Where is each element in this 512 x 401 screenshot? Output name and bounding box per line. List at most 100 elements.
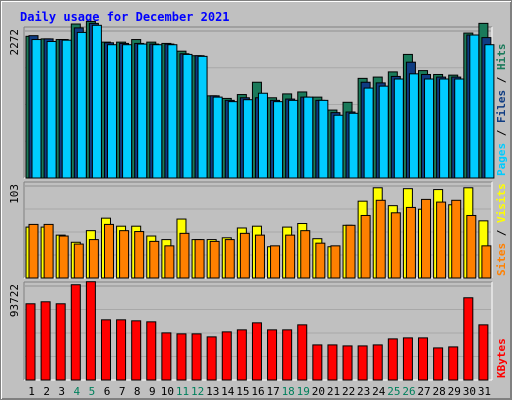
top-bar-pages-17 [273, 101, 284, 179]
middle-bar-sites-20 [315, 242, 326, 279]
bottom-bar-kbytes-12 [191, 333, 202, 381]
middle-bar-sites-10 [164, 245, 175, 279]
x-tick-label-16: 16 [251, 385, 264, 398]
top-bar-pages-22 [348, 112, 359, 179]
top-bar-pages-26 [408, 73, 419, 179]
bottom-bar-kbytes-7 [116, 319, 127, 381]
middle-legend: Sites / Visits [495, 183, 508, 276]
top-bar-pages-24 [378, 85, 389, 179]
bottom-legend: KBytes [495, 338, 508, 378]
bottom-bar-kbytes-9 [146, 321, 157, 381]
middle-bar-sites-31 [481, 245, 492, 279]
middle-bar-sites-28 [436, 201, 447, 279]
bottom-bar-kbytes-14 [221, 331, 232, 381]
top-bar-pages-11 [182, 53, 193, 179]
x-tick-label-18: 18 [282, 385, 295, 398]
top-bar-pages-4 [76, 31, 87, 179]
bottom-bar-kbytes-26 [402, 337, 413, 381]
top-bar-pages-28 [439, 78, 450, 179]
bottom-bar-kbytes-30 [463, 297, 474, 381]
bottom-bar-kbytes-29 [448, 346, 459, 381]
bottom-bar-kbytes-20 [312, 344, 323, 381]
x-tick-label-9: 9 [149, 385, 156, 398]
middle-bar-sites-4 [73, 243, 84, 279]
middle-bar-sites-18 [285, 234, 296, 279]
bottom-bar-kbytes-3 [55, 303, 66, 381]
middle-y-max-label: 103 [8, 184, 21, 204]
bottom-bar-kbytes-8 [131, 320, 142, 381]
x-tick-label-4: 4 [74, 385, 81, 398]
middle-bar-sites-12 [194, 239, 205, 279]
x-tick-label-30: 30 [463, 385, 476, 398]
x-tick-label-5: 5 [89, 385, 96, 398]
x-tick-label-23: 23 [357, 385, 370, 398]
bottom-bar-kbytes-18 [282, 329, 293, 381]
middle-bar-sites-22 [345, 224, 356, 279]
top-bar-pages-14 [227, 101, 238, 179]
bottom-bar-kbytes-24 [372, 344, 383, 381]
x-tick-label-25: 25 [387, 385, 400, 398]
middle-legend-separator: / [495, 223, 508, 243]
bottom-bar-kbytes-5 [85, 281, 96, 381]
x-tick-label-26: 26 [402, 385, 415, 398]
top-legend: Pages / Files / Hits [495, 44, 508, 177]
x-tick-label-10: 10 [161, 385, 174, 398]
x-tick-label-11: 11 [176, 385, 189, 398]
middle-bar-sites-23 [360, 214, 371, 279]
x-tick-label-15: 15 [236, 385, 249, 398]
top-legend-hits: Hits [495, 44, 508, 71]
middle-bar-sites-1 [28, 223, 39, 279]
panel-bottom: 93722 KBytes [8, 281, 508, 381]
bottom-bar-kbytes-19 [297, 324, 308, 381]
bottom-y-max-label: 93722 [8, 284, 21, 317]
top-bar-pages-5 [91, 24, 102, 179]
x-tick-label-21: 21 [327, 385, 340, 398]
x-tick-label-20: 20 [312, 385, 325, 398]
top-bar-pages-13 [212, 96, 223, 179]
middle-bar-sites-24 [375, 199, 386, 279]
bottom-bar-kbytes-6 [100, 319, 111, 381]
top-bar-pages-23 [363, 87, 374, 179]
middle-bar-sites-9 [149, 240, 160, 279]
bottom-bar-kbytes-17 [267, 329, 278, 381]
middle-bar-sites-6 [103, 223, 114, 279]
bottom-bar-kbytes-2 [40, 301, 51, 381]
middle-bar-sites-14 [224, 239, 235, 279]
x-tick-label-17: 17 [266, 385, 279, 398]
top-bar-pages-12 [197, 55, 208, 179]
middle-bar-sites-17 [270, 245, 281, 279]
middle-bar-sites-11 [179, 232, 190, 279]
bottom-bar-kbytes-21 [327, 344, 338, 381]
bottom-bar-kbytes-13 [206, 336, 217, 381]
panel-middle: 103 Sites / Visits [8, 181, 508, 279]
bottom-bar-kbytes-11 [176, 333, 187, 381]
x-tick-label-3: 3 [58, 385, 65, 398]
x-tick-label-8: 8 [134, 385, 141, 398]
bottom-bar-kbytes-23 [357, 345, 368, 381]
x-tick-label-7: 7 [119, 385, 126, 398]
top-bar-pages-3 [61, 39, 72, 179]
middle-legend-visits: Visits [495, 183, 508, 223]
middle-bar-sites-5 [88, 239, 99, 279]
bottom-bar-kbytes-27 [418, 337, 429, 381]
middle-bar-sites-21 [330, 245, 341, 279]
x-tick-label-1: 1 [28, 385, 35, 398]
middle-bar-sites-13 [209, 240, 220, 279]
middle-bar-sites-27 [421, 198, 432, 279]
top-bar-pages-20 [318, 99, 329, 179]
bottom-bar-kbytes-28 [433, 347, 444, 381]
top-bar-pages-21 [333, 114, 344, 179]
middle-bar-sites-26 [405, 206, 416, 279]
bottom-bar-kbytes-15 [236, 329, 247, 381]
top-bar-pages-25 [393, 78, 404, 179]
middle-bar-sites-16 [254, 234, 265, 279]
x-tick-label-31: 31 [478, 385, 491, 398]
bottom-bar-kbytes-4 [70, 284, 81, 381]
top-legend-separator: / [495, 70, 508, 90]
panel-top: 2272 Pages / Files / Hits [8, 20, 508, 179]
middle-legend-sites: Sites [495, 243, 508, 276]
x-tick-label-28: 28 [433, 385, 446, 398]
top-legend-separator: / [495, 123, 508, 143]
